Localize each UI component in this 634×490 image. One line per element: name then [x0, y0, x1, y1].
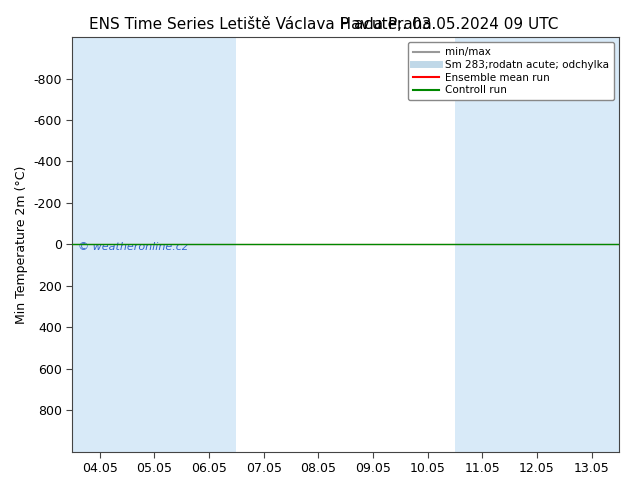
Bar	[455, 37, 510, 452]
Bar	[182, 37, 236, 452]
Bar	[127, 37, 182, 452]
Bar	[72, 37, 127, 452]
Text: ENS Time Series Letiště Václava Havla Praha: ENS Time Series Letiště Václava Havla Pr…	[89, 17, 432, 32]
Text: © weatheronline.cz: © weatheronline.cz	[78, 242, 188, 252]
Y-axis label: Min Temperature 2m (°C): Min Temperature 2m (°C)	[15, 165, 28, 323]
Bar	[510, 37, 564, 452]
Legend: min/max, Sm 283;rodatn acute; odchylka, Ensemble mean run, Controll run: min/max, Sm 283;rodatn acute; odchylka, …	[408, 42, 614, 100]
Text: P acute;. 03.05.2024 09 UTC: P acute;. 03.05.2024 09 UTC	[340, 17, 558, 32]
Bar	[564, 37, 619, 452]
